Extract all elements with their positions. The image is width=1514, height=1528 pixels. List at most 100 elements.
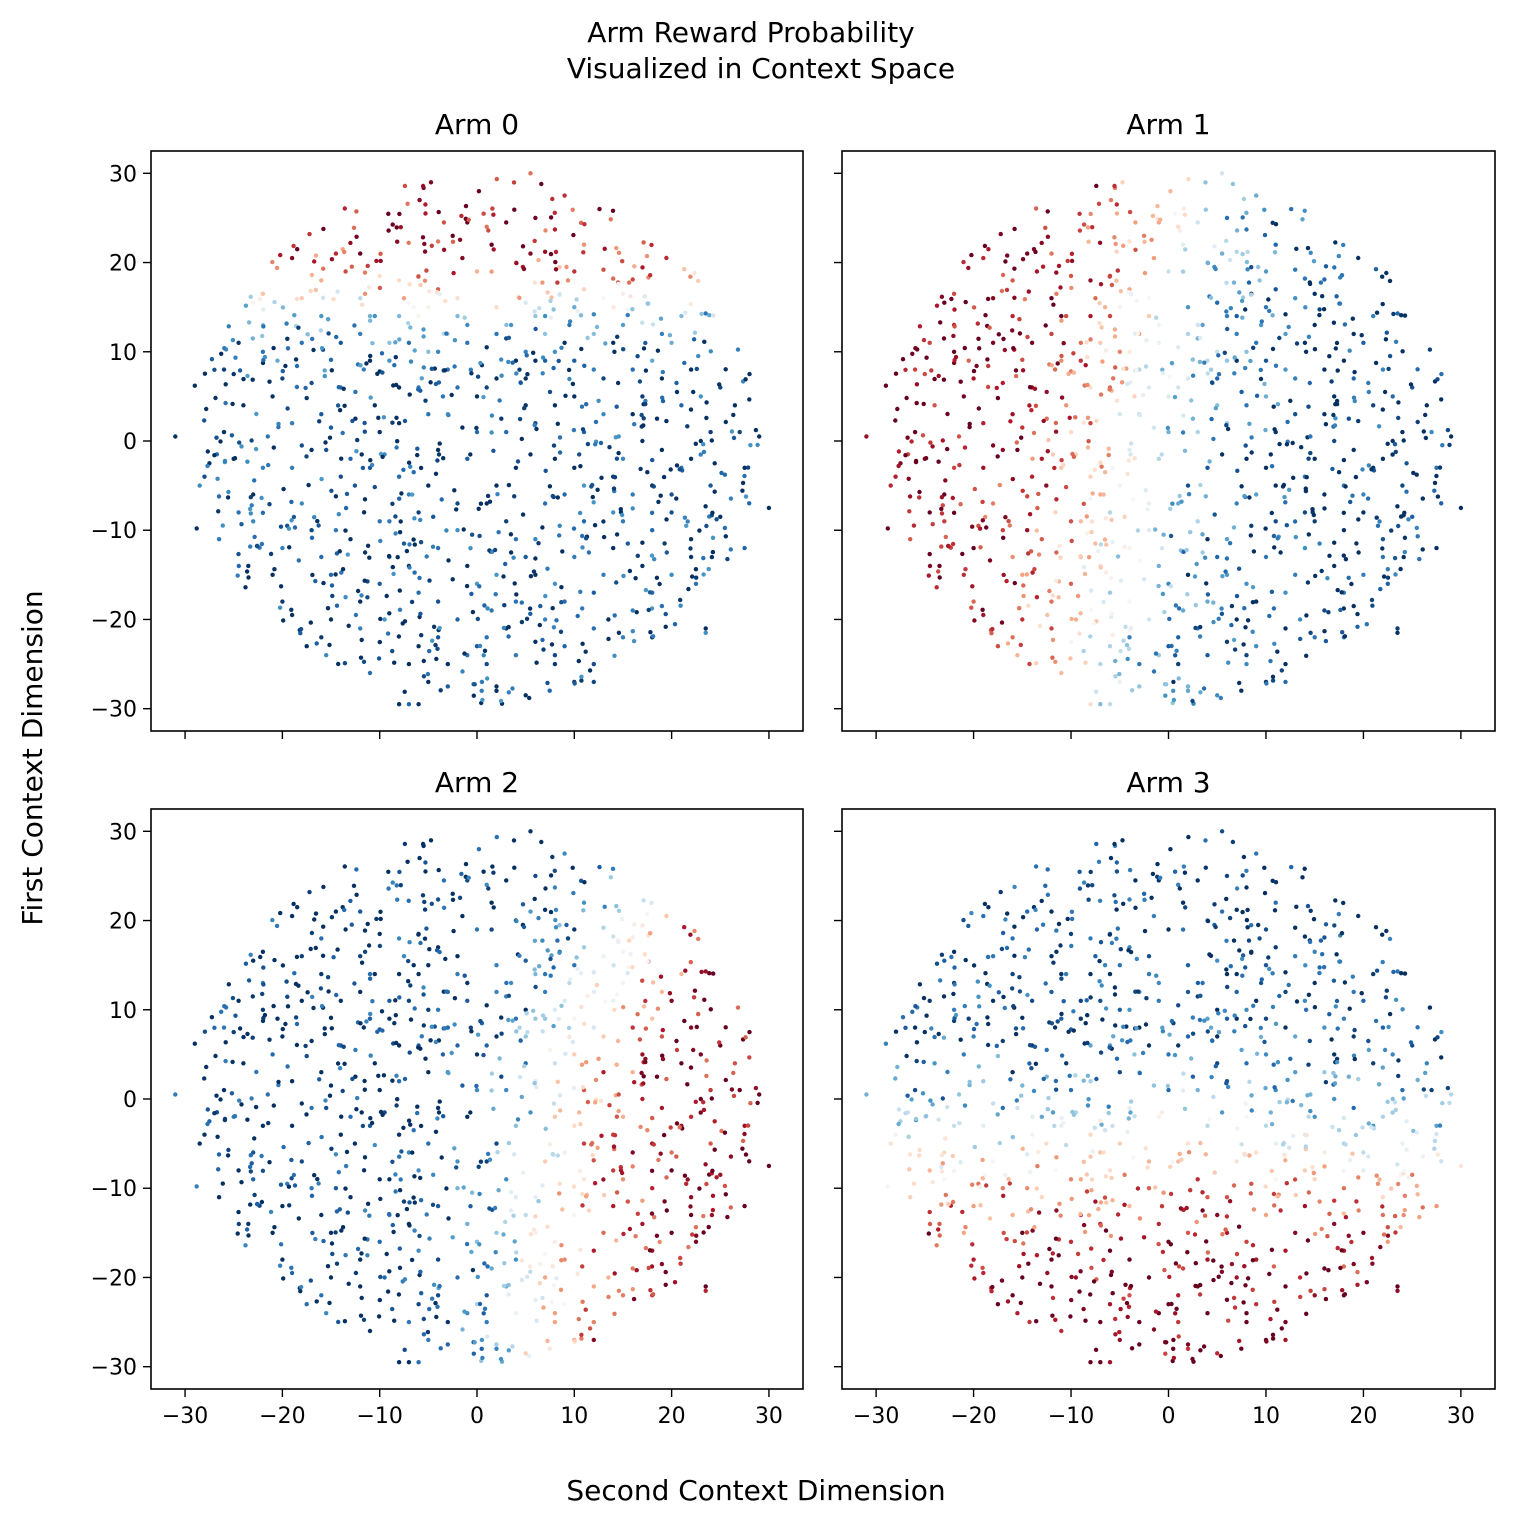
scatter-point bbox=[267, 379, 272, 384]
scatter-point bbox=[367, 971, 373, 977]
scatter-point bbox=[1215, 1212, 1220, 1218]
scatter-point bbox=[271, 1103, 276, 1108]
scatter-point bbox=[1458, 505, 1464, 511]
scatter-point bbox=[1032, 1044, 1038, 1050]
scatter-point bbox=[1021, 593, 1026, 599]
scatter-point bbox=[980, 1176, 985, 1181]
scatter-point bbox=[976, 994, 981, 999]
scatter-point bbox=[1244, 1319, 1249, 1325]
scatter-point bbox=[416, 387, 421, 392]
scatter-point bbox=[1244, 1007, 1249, 1012]
scatter-point bbox=[489, 269, 494, 274]
scatter-point bbox=[487, 499, 493, 504]
scatter-point bbox=[683, 968, 688, 973]
scatter-point bbox=[977, 346, 982, 351]
scatter-point bbox=[1262, 381, 1267, 387]
scatter-point bbox=[1369, 1125, 1374, 1130]
scatter-point bbox=[1420, 1205, 1425, 1210]
scatter-point bbox=[723, 367, 728, 372]
scatter-point bbox=[358, 989, 363, 995]
scatter-point bbox=[475, 1274, 480, 1280]
scatter-point bbox=[312, 259, 317, 264]
scatter-point bbox=[441, 247, 447, 252]
scatter-point bbox=[354, 1107, 359, 1112]
scatter-point bbox=[728, 496, 734, 501]
scatter-point bbox=[1415, 534, 1420, 539]
scatter-point bbox=[1162, 1267, 1167, 1273]
scatter-point bbox=[1050, 1313, 1055, 1318]
scatter-point bbox=[1351, 395, 1357, 400]
scatter-point bbox=[289, 1079, 295, 1084]
scatter-point bbox=[397, 1265, 403, 1271]
scatter-point bbox=[1402, 510, 1407, 515]
scatter-point bbox=[1053, 1078, 1059, 1084]
scatter-point bbox=[647, 1248, 653, 1253]
scatter-point bbox=[409, 599, 415, 605]
scatter-point bbox=[329, 368, 334, 373]
scatter-point bbox=[703, 504, 708, 509]
scatter-point bbox=[640, 563, 645, 569]
scatter-point bbox=[384, 593, 389, 599]
scatter-point bbox=[1223, 569, 1228, 574]
scatter-point bbox=[1041, 1076, 1046, 1082]
scatter-point bbox=[570, 865, 575, 870]
scatter-point bbox=[519, 1094, 524, 1100]
scatter-point bbox=[534, 1318, 539, 1323]
scatter-point bbox=[1054, 497, 1059, 502]
scatter-point bbox=[905, 1093, 910, 1098]
scatter-point bbox=[480, 1355, 485, 1361]
scatter-point bbox=[243, 961, 249, 966]
scatter-point bbox=[1392, 1213, 1398, 1219]
scatter-point bbox=[1177, 493, 1182, 499]
scatter-point bbox=[1150, 213, 1156, 219]
scatter-point bbox=[1275, 402, 1281, 407]
y-tick-label: 30 bbox=[109, 820, 137, 845]
scatter-point bbox=[309, 1038, 314, 1044]
scatter-point bbox=[920, 1091, 926, 1096]
scatter-point bbox=[209, 357, 215, 362]
scatter-point bbox=[226, 1147, 231, 1153]
scatter-point bbox=[1108, 1233, 1114, 1239]
scatter-point bbox=[1000, 1186, 1005, 1191]
scatter-point bbox=[212, 453, 217, 458]
scatter-point bbox=[1169, 360, 1175, 366]
scatter-point bbox=[1013, 373, 1019, 379]
scatter-point bbox=[650, 1186, 655, 1191]
scatter-point bbox=[479, 1346, 484, 1352]
scatter-point bbox=[551, 1101, 557, 1106]
scatter-point bbox=[1305, 1238, 1311, 1243]
scatter-point bbox=[1185, 572, 1191, 577]
scatter-point bbox=[1337, 959, 1342, 964]
scatter-point bbox=[423, 202, 428, 207]
scatter-point bbox=[236, 563, 241, 569]
scatter-point bbox=[494, 572, 499, 577]
scatter-point bbox=[1020, 368, 1026, 373]
scatter-point bbox=[194, 526, 199, 531]
scatter-point bbox=[468, 452, 473, 457]
scatter-point bbox=[1308, 630, 1313, 635]
scatter-point bbox=[416, 1302, 421, 1307]
scatter-point bbox=[640, 978, 645, 983]
scatter-point bbox=[1311, 1170, 1317, 1176]
scatter-point bbox=[1224, 238, 1229, 244]
scatter-point bbox=[355, 437, 360, 443]
x-tick-label: 0 bbox=[470, 1404, 484, 1429]
scatter-point bbox=[1069, 909, 1075, 914]
scatter-point bbox=[1022, 297, 1028, 302]
scatter-point bbox=[1339, 1248, 1344, 1253]
scatter-point bbox=[425, 671, 431, 677]
scatter-point bbox=[1323, 422, 1329, 427]
scatter-point bbox=[963, 567, 968, 572]
scatter-point bbox=[630, 506, 635, 511]
scatter-point bbox=[1303, 1144, 1309, 1149]
scatter-point bbox=[1088, 971, 1093, 977]
scatter-point bbox=[378, 258, 383, 264]
scatter-point bbox=[663, 1269, 668, 1275]
scatter-point bbox=[1277, 993, 1282, 999]
scatter-point bbox=[971, 599, 976, 604]
scatter-point bbox=[250, 336, 255, 341]
scatter-point bbox=[390, 880, 395, 885]
scatter-point bbox=[513, 465, 519, 470]
scatter-point bbox=[445, 684, 450, 689]
